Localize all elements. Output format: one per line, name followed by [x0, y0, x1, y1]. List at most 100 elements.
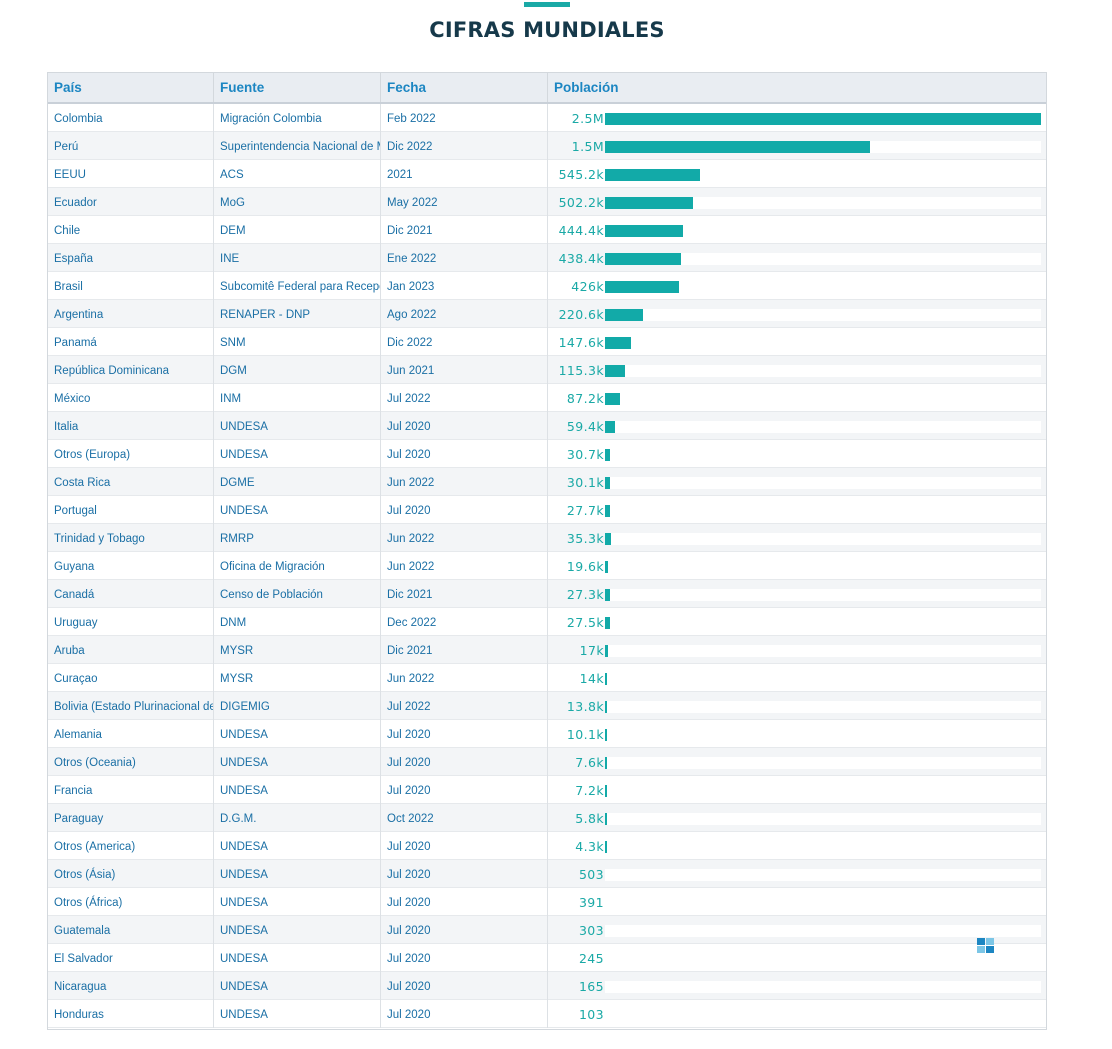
grid-logo-icon[interactable]	[977, 938, 995, 954]
table-row[interactable]: Aruba MYSR Dic 2021 17k	[48, 636, 1046, 664]
cell-fecha: Oct 2022	[381, 804, 548, 832]
table-row[interactable]: Otros (America) UNDESA Jul 2020 4.3k	[48, 832, 1046, 860]
table-row[interactable]: Alemania UNDESA Jul 2020 10.1k	[48, 720, 1046, 748]
table-row[interactable]: Perú Superintendencia Nacional de M Dic 20…	[48, 132, 1046, 160]
table-row[interactable]: México INM Jul 2022 87.2k	[48, 384, 1046, 412]
cell-pais: Argentina	[48, 300, 214, 328]
bar-value-label: 147.6k	[558, 335, 604, 350]
bar-value-label: 30.7k	[566, 447, 604, 462]
table-row[interactable]: Bolivia (Estado Plurinacional de) DIGEMIG…	[48, 692, 1046, 720]
cell-fuente: Migración Colombia	[214, 104, 381, 132]
cell-fuente: DGME	[214, 468, 381, 496]
cell-pais: Honduras	[48, 1000, 214, 1028]
cell-fuente: ACS	[214, 160, 381, 188]
population-bar[interactable]	[605, 141, 870, 153]
header-pais[interactable]: País	[48, 73, 214, 102]
table-row[interactable]: Paraguay D.G.M. Oct 2022 5.8k	[48, 804, 1046, 832]
population-bar[interactable]	[605, 589, 610, 601]
cell-fuente: UNDESA	[214, 888, 381, 916]
cell-fecha: Ene 2022	[381, 244, 548, 272]
population-bar[interactable]	[605, 841, 607, 853]
population-bar[interactable]	[605, 701, 607, 713]
table-row[interactable]: Argentina RENAPER - DNP Ago 2022 220.6k	[48, 300, 1046, 328]
population-bar[interactable]	[605, 449, 610, 461]
table-row[interactable]: Honduras UNDESA Jul 2020 103	[48, 1000, 1046, 1028]
bar-value-label: 35.3k	[566, 531, 604, 546]
table-row[interactable]: Francia UNDESA Jul 2020 7.2k	[48, 776, 1046, 804]
bar-value-label: 545.2k	[558, 167, 604, 182]
population-bar[interactable]	[605, 477, 610, 489]
bar-track	[605, 757, 1041, 769]
cell-fuente: UNDESA	[214, 496, 381, 524]
population-bar[interactable]	[605, 729, 607, 741]
population-bar[interactable]	[605, 813, 607, 825]
table-row[interactable]: Trinidad y Tobago RMRP Jun 2022 35.3k	[48, 524, 1046, 552]
table-row[interactable]: Italia UNDESA Jul 2020 59.4k	[48, 412, 1046, 440]
table-row[interactable]: Curaçao MYSR Jun 2022 14k	[48, 664, 1046, 692]
population-bar[interactable]	[605, 309, 643, 321]
population-bar[interactable]	[605, 113, 1041, 125]
table-row[interactable]: Portugal UNDESA Jul 2020 27.7k	[48, 496, 1046, 524]
population-bar[interactable]	[605, 393, 620, 405]
cell-fecha: Jul 2020	[381, 832, 548, 860]
table-row[interactable]: República Dominicana DGM Jun 2021 115.3k	[48, 356, 1046, 384]
cell-fuente: Censo de Población	[214, 580, 381, 608]
population-bar[interactable]	[605, 365, 625, 377]
table-row[interactable]: Otros (Oceania) UNDESA Jul 2020 7.6k	[48, 748, 1046, 776]
cell-pais: Italia	[48, 412, 214, 440]
header-poblacion[interactable]: Población	[554, 80, 619, 95]
header-fuente[interactable]: Fuente	[214, 73, 381, 102]
bar-value-label: 17k	[579, 643, 604, 658]
population-bar[interactable]	[605, 421, 615, 433]
cell-fecha: 2021	[381, 160, 548, 188]
population-bar[interactable]	[605, 169, 700, 181]
cell-fuente: DIGEMIG	[214, 692, 381, 720]
bar-track	[605, 505, 1041, 517]
population-bar[interactable]	[605, 505, 610, 517]
population-bar[interactable]	[605, 337, 631, 349]
bar-value-label: 502.2k	[558, 195, 604, 210]
table-row[interactable]: Guatemala UNDESA Jul 2020 303	[48, 916, 1046, 944]
table-row[interactable]: Chile DEM Dic 2021 444.4k	[48, 216, 1046, 244]
table-row[interactable]: Nicaragua UNDESA Jul 2020 165	[48, 972, 1046, 1000]
header-fecha[interactable]: Fecha	[381, 73, 548, 102]
population-bar[interactable]	[605, 281, 679, 293]
population-bar[interactable]	[605, 673, 607, 685]
population-bar[interactable]	[605, 617, 610, 629]
bar-track	[605, 225, 1041, 237]
population-bar[interactable]	[605, 253, 681, 265]
population-bar[interactable]	[605, 197, 693, 209]
population-bar[interactable]	[605, 225, 683, 237]
table-row[interactable]: EEUU ACS 2021 545.2k	[48, 160, 1046, 188]
population-bar[interactable]	[605, 785, 607, 797]
table-row[interactable]: Otros (África) UNDESA Jul 2020 391	[48, 888, 1046, 916]
cell-pais: Brasil	[48, 272, 214, 300]
table-row[interactable]: Costa Rica DGME Jun 2022 30.1k	[48, 468, 1046, 496]
cell-pais: EEUU	[48, 160, 214, 188]
table-row[interactable]: Otros (Europa) UNDESA Jul 2020 30.7k	[48, 440, 1046, 468]
population-bar[interactable]	[605, 533, 611, 545]
table-row[interactable]: España INE Ene 2022 438.4k	[48, 244, 1046, 272]
cell-fecha: Jul 2020	[381, 972, 548, 1000]
bar-track	[605, 281, 1041, 293]
table-row[interactable]: Uruguay DNM Dec 2022 27.5k	[48, 608, 1046, 636]
population-bar[interactable]	[605, 645, 608, 657]
bar-value-label: 103	[578, 1007, 604, 1022]
population-bar[interactable]	[605, 561, 608, 573]
table-row[interactable]: Canadá Censo de Población Dic 2021 27.3k	[48, 580, 1046, 608]
cell-pais: Costa Rica	[48, 468, 214, 496]
table-row[interactable]: El Salvador UNDESA Jul 2020 245	[48, 944, 1046, 972]
table-row[interactable]: Brasil Subcomitê Federal para Recepçã Jan …	[48, 272, 1046, 300]
bar-value-label: 1.5M	[571, 139, 604, 154]
cell-fuente: UNDESA	[214, 748, 381, 776]
population-bar[interactable]	[605, 757, 607, 769]
table-row[interactable]: Colombia Migración Colombia Feb 2022 2.5M	[48, 104, 1046, 132]
table-row[interactable]: Otros (Ásia) UNDESA Jul 2020 503	[48, 860, 1046, 888]
table-row[interactable]: Guyana Oficina de Migración Jun 2022 19.6k	[48, 552, 1046, 580]
cell-fuente: UNDESA	[214, 860, 381, 888]
data-table: País Fuente Fecha Población Colombia Migr…	[47, 72, 1047, 1030]
bar-track	[605, 897, 1041, 909]
cell-fuente: MYSR	[214, 636, 381, 664]
table-row[interactable]: Ecuador MoG May 2022 502.2k	[48, 188, 1046, 216]
table-row[interactable]: Panamá SNM Dic 2022 147.6k	[48, 328, 1046, 356]
